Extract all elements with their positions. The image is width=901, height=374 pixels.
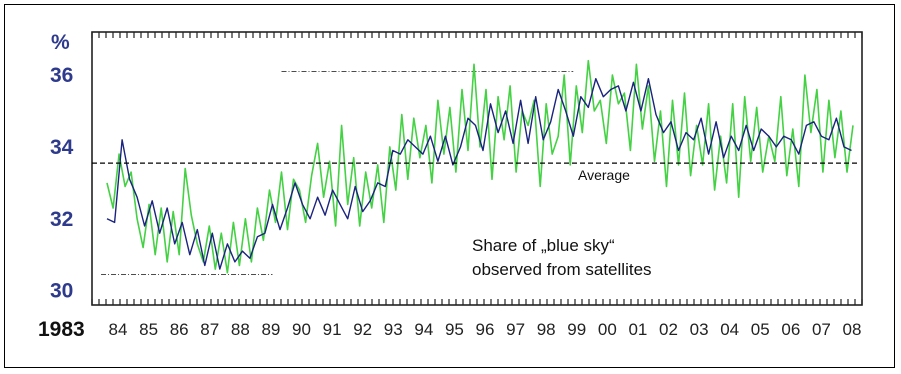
x-tick-label: 88 bbox=[231, 320, 250, 339]
y-tick-label: 36 bbox=[50, 64, 73, 87]
x-tick-label: 01 bbox=[628, 320, 647, 339]
x-tick-label: 07 bbox=[812, 320, 831, 339]
y-axis-title: % bbox=[51, 31, 70, 54]
x-tick-label: 94 bbox=[414, 320, 433, 339]
x-tick-label: 08 bbox=[843, 320, 862, 339]
chart-frame bbox=[4, 4, 895, 368]
annotation-line-1: Share of „blue sky“ bbox=[472, 236, 615, 255]
average-label: Average bbox=[578, 167, 630, 183]
x-tick-label: 05 bbox=[751, 320, 770, 339]
blue-series-line bbox=[106, 77, 852, 270]
x-axis-ticks: 84 85 86 87 88 89 90 91 92 93 94 95 96 97 98 99 00 01 02 03… bbox=[109, 320, 862, 339]
x-tick-label: 98 bbox=[537, 320, 556, 339]
x-tick-label: 97 bbox=[506, 320, 525, 339]
x-tick-label: 93 bbox=[384, 320, 403, 339]
x-tick-label: 89 bbox=[261, 320, 280, 339]
x-tick-label: 06 bbox=[781, 320, 800, 339]
x-tick-label: 04 bbox=[720, 320, 739, 339]
x-tick-label: 95 bbox=[445, 320, 464, 339]
y-tick-label: 34 bbox=[50, 136, 74, 159]
x-tick-label: 84 bbox=[109, 320, 128, 339]
y-tick-label: 32 bbox=[50, 208, 73, 231]
x-tick-label: 92 bbox=[353, 320, 372, 339]
plot-area bbox=[91, 31, 863, 306]
x-tick-label: 03 bbox=[690, 320, 709, 339]
x-tick-label: 02 bbox=[659, 320, 678, 339]
y-axis-ticks: 30 32 34 36 bbox=[50, 64, 74, 303]
x-tick-label: 86 bbox=[170, 320, 189, 339]
x-tick-label: 00 bbox=[598, 320, 617, 339]
x-tick-label: 99 bbox=[567, 320, 586, 339]
green-series-line bbox=[106, 59, 854, 274]
x-axis-start-year: 1983 bbox=[38, 318, 85, 341]
x-tick-label: 96 bbox=[476, 320, 495, 339]
x-tick-label: 90 bbox=[292, 320, 311, 339]
y-tick-label: 30 bbox=[50, 280, 73, 303]
x-tick-label: 91 bbox=[323, 320, 342, 339]
x-tick-label: 87 bbox=[200, 320, 219, 339]
x-tick-label: 85 bbox=[139, 320, 158, 339]
annotation-line-2: observed from satellites bbox=[472, 260, 652, 279]
